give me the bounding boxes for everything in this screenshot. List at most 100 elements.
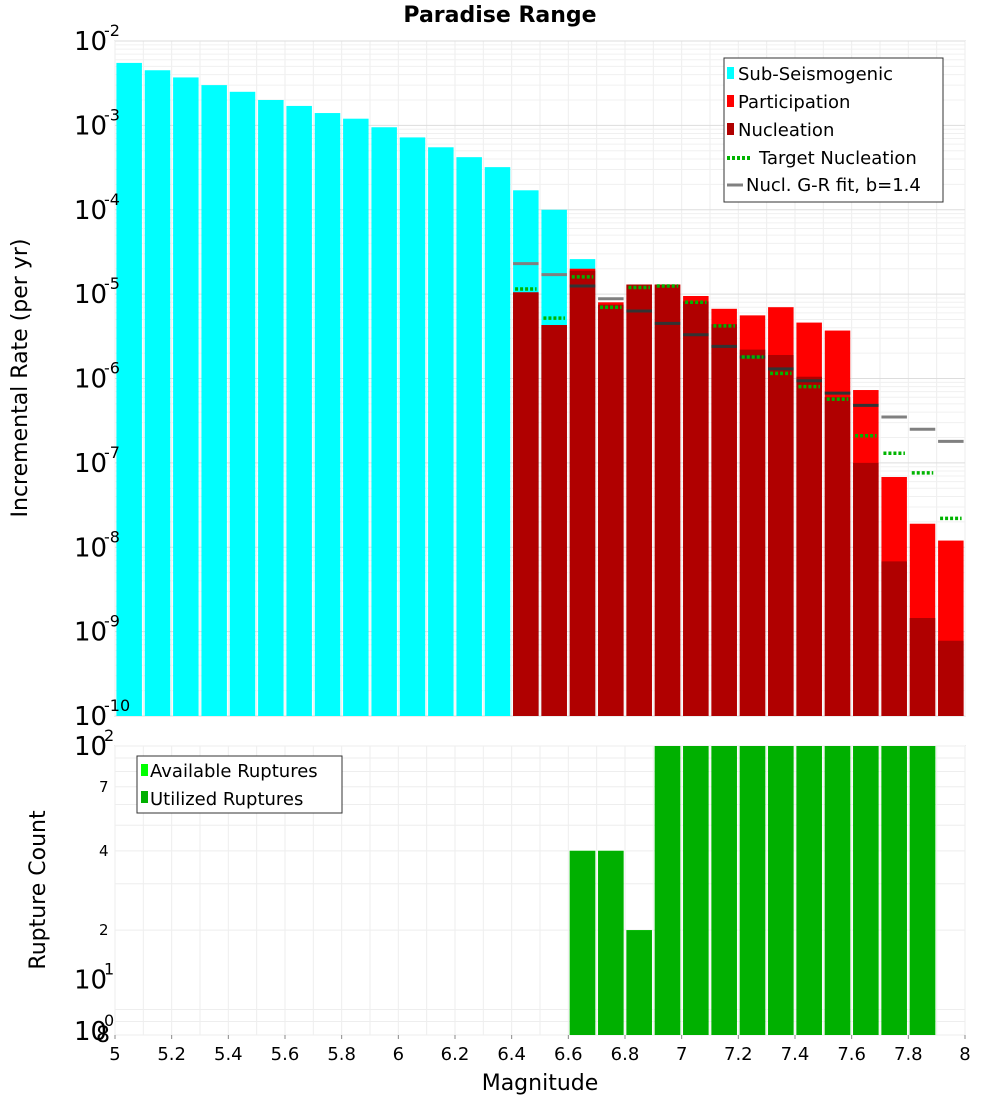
nucleation-bar <box>654 284 681 716</box>
utilized-ruptures-bar <box>739 746 766 1035</box>
top-legend-box <box>723 57 944 203</box>
legend-label-sub-seismogenic: Sub-Seismogenic <box>738 64 893 85</box>
nucleation-bar <box>683 301 709 716</box>
bottom-y-minor-label: 8 <box>96 1023 110 1048</box>
top-y-tick-exponent: -3 <box>104 105 120 124</box>
legend-swatch-nucleation <box>727 123 734 135</box>
utilized-ruptures-bar <box>824 746 851 1035</box>
x-tick-label: 6.2 <box>441 1044 470 1065</box>
top-y-tick-label: 10 <box>74 280 107 310</box>
top-y-tick-label: 10 <box>74 196 107 226</box>
x-tick-label: 5.2 <box>157 1044 186 1065</box>
sub-seismogenic-bar <box>116 62 142 716</box>
top-y-tick-exponent: -4 <box>104 190 120 209</box>
nucleation-bar <box>711 324 737 716</box>
sub-seismogenic-bar <box>173 77 199 716</box>
bottom-y-axis-label: Rupture Count <box>26 810 51 970</box>
utilized-ruptures-bar <box>654 746 681 1035</box>
legend-swatch-participation <box>727 95 734 107</box>
top-y-tick-label: 10 <box>74 449 107 479</box>
x-tick-label: 7.4 <box>781 1044 810 1065</box>
top-y-tick-exponent: -9 <box>104 612 120 631</box>
legend-label-available-ruptures: Available Ruptures <box>150 761 318 782</box>
legend-swatch-available-ruptures <box>141 764 148 776</box>
x-axis-label: Magnitude <box>482 1071 599 1096</box>
top-y-tick-label: 10 <box>74 533 107 563</box>
sub-seismogenic-bar <box>428 147 454 717</box>
top-y-tick-label: 10 <box>74 27 107 57</box>
x-tick-label: 7 <box>676 1044 687 1065</box>
sub-seismogenic-bar <box>314 113 341 716</box>
sub-seismogenic-bar <box>201 85 227 716</box>
x-tick-label: 6.6 <box>554 1044 583 1065</box>
legend-label-gr-fit: Nucl. G-R fit, b=1.4 <box>746 175 921 196</box>
bottom-y-tick-label: 10 <box>74 1017 107 1047</box>
bottom-grid <box>114 745 966 1036</box>
utilized-ruptures-bar <box>768 746 794 1035</box>
x-tick-label: 7.2 <box>724 1044 753 1065</box>
bottom-y-tick-label: 10 <box>74 732 107 762</box>
top-y-tick-exponent: -2 <box>104 21 120 40</box>
bottom-legend: Available Ruptures Utilized Ruptures <box>136 755 343 814</box>
top-legend: Sub-Seismogenic Participation Nucleation… <box>723 57 944 203</box>
bottom-bars <box>569 746 936 1035</box>
nucleation-bar <box>881 561 907 716</box>
nucleation-bar <box>513 292 539 716</box>
sub-seismogenic-bar <box>484 167 511 716</box>
sub-seismogenic-bar <box>399 137 426 716</box>
utilized-ruptures-bar <box>626 930 652 1035</box>
top-y-tick-label: 10 <box>74 365 107 395</box>
nucleation-bar <box>938 640 964 716</box>
utilized-ruptures-bar <box>569 850 596 1035</box>
top-y-tick-exponent: -7 <box>104 443 120 462</box>
x-tick-label: 8 <box>959 1044 970 1065</box>
bottom-y-minor-label: 2 <box>99 921 109 939</box>
sub-seismogenic-bar <box>258 99 284 717</box>
utilized-ruptures-bar <box>711 746 737 1035</box>
bottom-y-tick-label: 10 <box>74 965 107 995</box>
bottom-y-tick-exponent: 2 <box>104 726 114 745</box>
nucleation-bar <box>853 462 879 716</box>
legend-label-utilized-ruptures: Utilized Ruptures <box>150 789 303 810</box>
legend-swatch-sub-seismogenic <box>727 67 734 79</box>
top-y-tick-exponent: -8 <box>104 527 120 546</box>
sub-seismogenic-bar <box>343 118 369 716</box>
x-tick-label: 6.8 <box>611 1044 640 1065</box>
x-tick-label: 5.4 <box>214 1044 243 1065</box>
legend-label-participation: Participation <box>738 92 850 113</box>
utilized-ruptures-bar <box>683 746 709 1035</box>
top-y-tick-exponent: -6 <box>104 359 120 378</box>
x-tick-label: 6 <box>393 1044 404 1065</box>
top-bars <box>116 62 964 717</box>
x-tick-label: 5 <box>109 1044 120 1065</box>
nucleation-bar <box>626 284 652 716</box>
top-y-tick-label: 10 <box>74 702 107 732</box>
sub-seismogenic-bar <box>229 91 256 716</box>
legend-swatch-utilized-ruptures <box>141 791 148 803</box>
top-y-tick-label: 10 <box>74 618 107 648</box>
bottom-legend-box <box>136 755 343 814</box>
nucleation-bar <box>739 349 766 716</box>
x-tick-label: 5.8 <box>327 1044 356 1065</box>
utilized-ruptures-bar <box>909 746 936 1035</box>
top-y-tick-exponent: -5 <box>104 274 120 293</box>
legend-label-target-nucleation: Target Nucleation <box>758 148 917 169</box>
sub-seismogenic-bar <box>371 127 397 716</box>
nucleation-bar <box>569 270 596 716</box>
utilized-ruptures-bar <box>881 746 907 1035</box>
nucleation-bar <box>796 376 822 716</box>
top-y-tick-label: 10 <box>74 111 107 141</box>
chart-title: Paradise Range <box>403 3 596 28</box>
x-tick-labels: 5 5.2 5.4 5.6 5.8 6 6.2 6.4 6.6 6.8 7 7.2 7.4 7.6 7.8 8 <box>109 1035 971 1065</box>
bottom-y-minor-label: 4 <box>99 842 109 860</box>
x-tick-label: 5.6 <box>271 1044 300 1065</box>
nucleation-bar <box>541 325 567 716</box>
utilized-ruptures-bar <box>598 850 624 1035</box>
nucleation-bar <box>909 618 936 716</box>
bottom-y-minor-label: 7 <box>99 778 109 796</box>
x-tick-label: 6.4 <box>497 1044 526 1065</box>
top-y-axis-label: Incremental Rate (per yr) <box>8 239 33 518</box>
